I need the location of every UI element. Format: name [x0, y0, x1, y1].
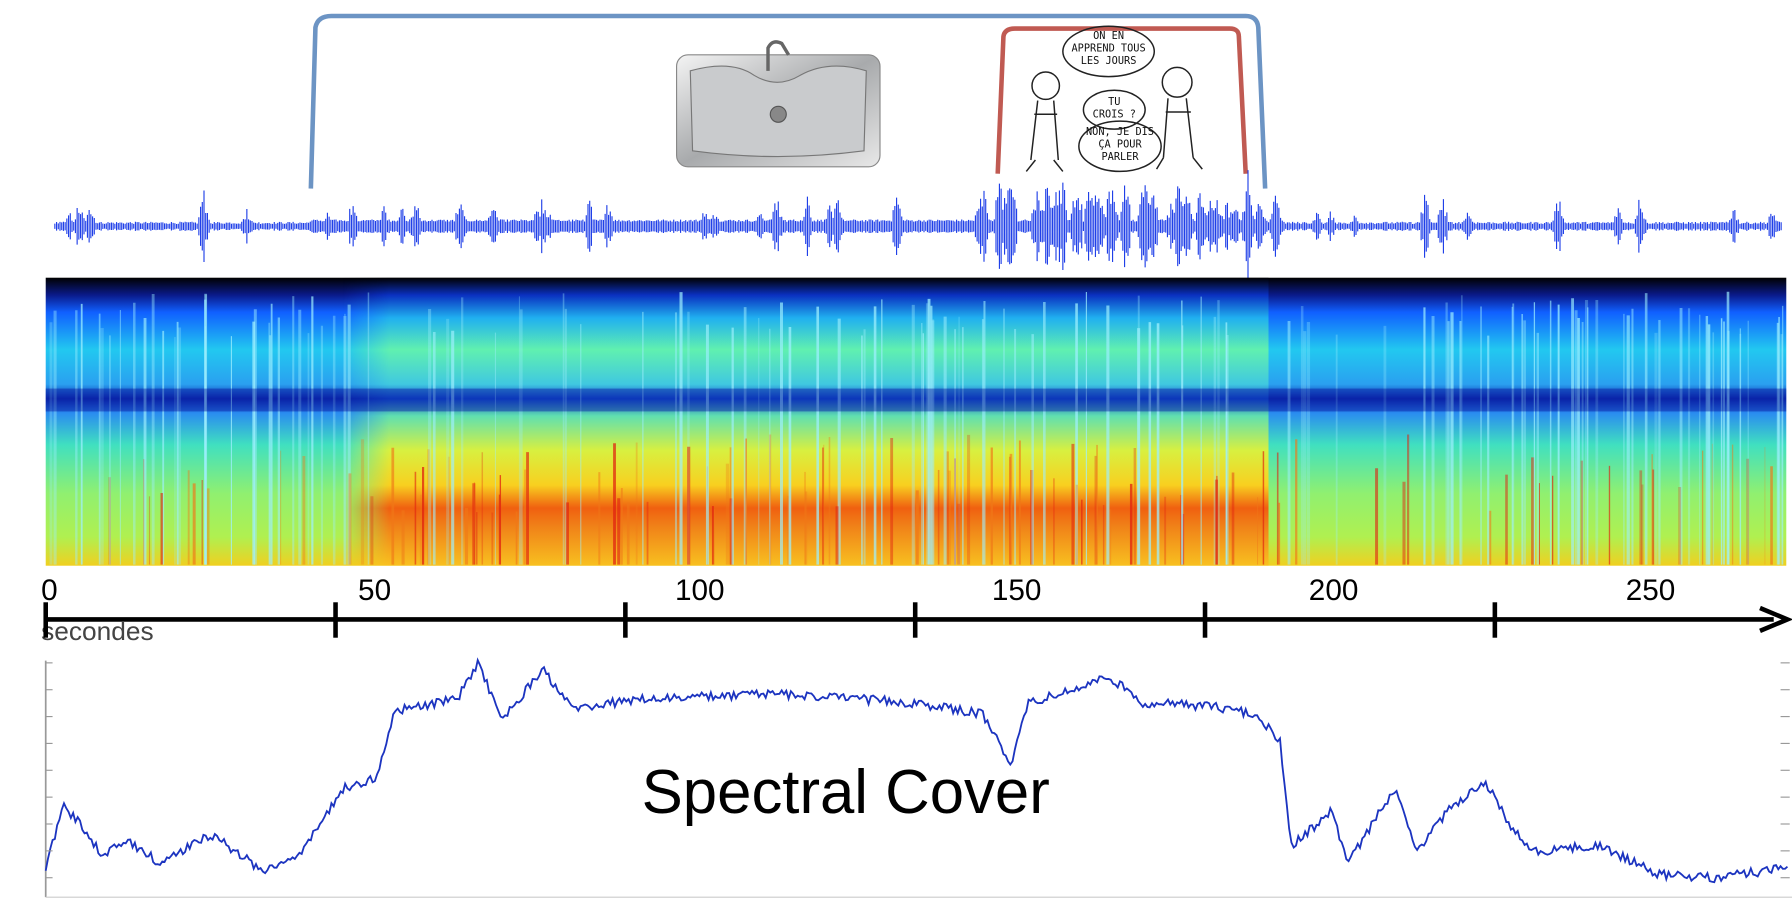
bubble-text: LES JOURS [1081, 55, 1137, 67]
tick-label: 200 [1309, 574, 1359, 607]
sink-image [676, 40, 881, 168]
character [1155, 66, 1203, 170]
bubble-text: NON, JE DIS [1086, 126, 1154, 138]
spectrogram-band [342, 277, 1269, 566]
bubble-text: CROIS ? [1093, 109, 1136, 121]
axis-unit: secondes [41, 616, 153, 646]
tick-label: 250 [1626, 574, 1676, 607]
tick-label: 100 [675, 574, 725, 607]
bubble-text: ON EN [1093, 30, 1124, 42]
spectral-cover-plot: Spectral Cover [44, 657, 1792, 898]
speech-bubble [1062, 25, 1156, 78]
context-bracket [308, 13, 1268, 189]
time-axis: secondes 0 50 100 150 200 250 [41, 574, 1792, 646]
speech-bubble [1078, 120, 1162, 173]
speech-bubble [1082, 89, 1146, 130]
tick-label: 150 [992, 574, 1042, 607]
bubble-text: APPREND TOUS [1071, 42, 1145, 54]
waveform [54, 170, 1782, 283]
tick-label: 50 [358, 574, 391, 607]
tick-label: 0 [41, 574, 58, 607]
bubble-text: TU [1108, 96, 1120, 108]
character [1025, 71, 1064, 172]
spectral-cover-line [44, 657, 1789, 884]
axis-arrow [1759, 605, 1792, 633]
bubble-text: ÇA POUR [1098, 138, 1142, 150]
plot-label: Spectral Cover [642, 758, 1050, 827]
bubble-text: PARLER [1101, 151, 1139, 163]
spectrogram [45, 277, 1787, 566]
speech-bracket [995, 26, 1248, 174]
spectrogram-dark-band [45, 388, 1787, 412]
